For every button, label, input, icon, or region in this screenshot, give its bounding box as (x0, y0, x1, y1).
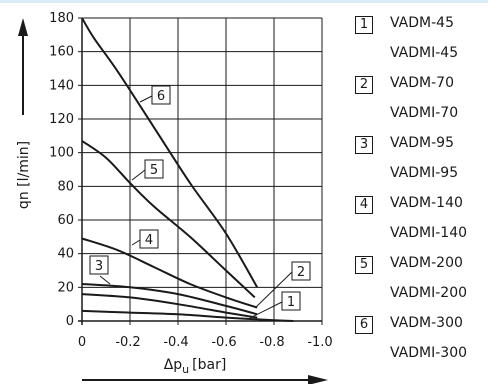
header-accent-line (0, 0, 488, 3)
legend-number-box: 1 (355, 16, 373, 34)
callout-leader (249, 301, 283, 319)
series-line-6 (81, 17, 259, 288)
legend-item-1: 1 VADM-45 VADMI-45 (355, 10, 488, 70)
series-line-4 (81, 237, 258, 309)
y-tick-label: 120 (49, 112, 74, 127)
callout-box (89, 255, 109, 275)
series-line-3 (81, 283, 258, 316)
callout-label: 2 (297, 265, 305, 280)
flow-chart: 0 20 40 60 80 100 120 140 160 180 0 -0.2 -0.4 -0.6 -0… (16, 11, 333, 384)
y-tick-labels: 0 20 40 60 80 100 120 140 160 180 (49, 11, 82, 329)
series-lines (81, 17, 294, 322)
x-tick-label: -0.2 (115, 335, 140, 350)
legend-model-secondary: VADMI-45 (390, 45, 459, 61)
series-line-5 (81, 140, 256, 299)
legend-number-box: 3 (355, 136, 373, 154)
legend-number-box: 5 (355, 256, 373, 274)
y-tick-label: 160 (49, 45, 74, 60)
callout-2: 2 (254, 261, 311, 309)
legend-model-primary: VADM-45 (390, 15, 454, 31)
legend-model-secondary: VADMI-140 (390, 225, 468, 241)
legend-item-6: 6 VADM-300 VADMI-300 (355, 310, 488, 370)
callout-box (144, 159, 164, 179)
legend-item-4: 4 VADM-140 VADMI-140 (355, 190, 488, 250)
callout-box (291, 261, 311, 281)
y-tick-label: 180 (49, 11, 74, 26)
x-axis-label: Δpu [bar] (164, 357, 227, 376)
legend: 1 VADM-45 VADMI-45 2 VADM-70 VADMI-70 3 VADM-95… (355, 10, 488, 370)
series-line-1 (81, 309, 294, 322)
y-tick-label: 40 (57, 247, 74, 262)
x-axis-title: Δpu [bar] (164, 357, 227, 376)
legend-model-primary: VADM-95 (390, 135, 454, 151)
y-tick-label: 140 (49, 78, 74, 93)
callout-5: 5 (131, 159, 164, 181)
callout-1: 1 (249, 291, 301, 319)
x-tick-label: 0 (78, 335, 86, 350)
x-tick-labels: 0 -0.2 -0.4 -0.6 -0.8 -1.0 (78, 321, 333, 350)
legend-number-box: 2 (355, 76, 373, 94)
callout-label: 6 (157, 89, 165, 104)
series-callouts: 12 3 4 5 6 (89, 85, 311, 319)
x-axis-arrow (82, 375, 328, 384)
y-tick-label: 20 (57, 280, 74, 295)
callout-box (281, 291, 301, 311)
series-line-2 (81, 293, 258, 319)
legend-model-primary: VADM-200 (390, 255, 463, 271)
legend-model-secondary: VADMI-70 (390, 105, 459, 121)
x-tick-label: -0.6 (211, 335, 236, 350)
callout-box (151, 85, 171, 105)
callout-leader (99, 275, 111, 285)
y-tick-label: 80 (57, 179, 74, 194)
callout-4: 4 (131, 229, 159, 249)
legend-number-box: 6 (355, 316, 373, 334)
callout-3: 3 (89, 255, 111, 285)
callout-label: 5 (150, 163, 158, 178)
x-tick-label: -0.8 (259, 335, 284, 350)
callout-box (139, 229, 159, 249)
legend-model-secondary: VADMI-95 (390, 165, 459, 181)
legend-model-primary: VADM-70 (390, 75, 454, 91)
grid (81, 17, 323, 322)
legend-model-primary: VADM-300 (390, 315, 463, 331)
callout-leader (254, 271, 293, 309)
legend-item-3: 3 VADM-95 VADMI-95 (355, 130, 488, 190)
y-tick-label: 60 (57, 213, 74, 228)
legend-model-secondary: VADMI-200 (390, 285, 468, 301)
callout-label: 1 (287, 295, 295, 310)
callout-leader (131, 169, 146, 181)
legend-model-primary: VADM-140 (390, 195, 463, 211)
callout-label: 3 (95, 259, 103, 274)
y-axis-arrow (18, 18, 28, 115)
callout-label: 4 (145, 233, 153, 248)
legend-model-secondary: VADMI-300 (390, 345, 468, 361)
legend-item-2: 2 VADM-70 VADMI-70 (355, 70, 488, 130)
x-tick-label: -0.4 (163, 335, 188, 350)
callout-leader (131, 239, 141, 246)
x-tick-label: -1.0 (307, 335, 332, 350)
y-axis-title: qn [l/min] (16, 141, 32, 209)
y-axis-label: qn [l/min] (16, 141, 32, 209)
callout-leader (139, 95, 153, 103)
y-tick-label: 100 (49, 146, 74, 161)
y-tick-label: 0 (66, 314, 74, 329)
legend-item-5: 5 VADM-200 VADMI-200 (355, 250, 488, 310)
callout-6: 6 (139, 85, 171, 105)
legend-number-box: 4 (355, 196, 373, 214)
